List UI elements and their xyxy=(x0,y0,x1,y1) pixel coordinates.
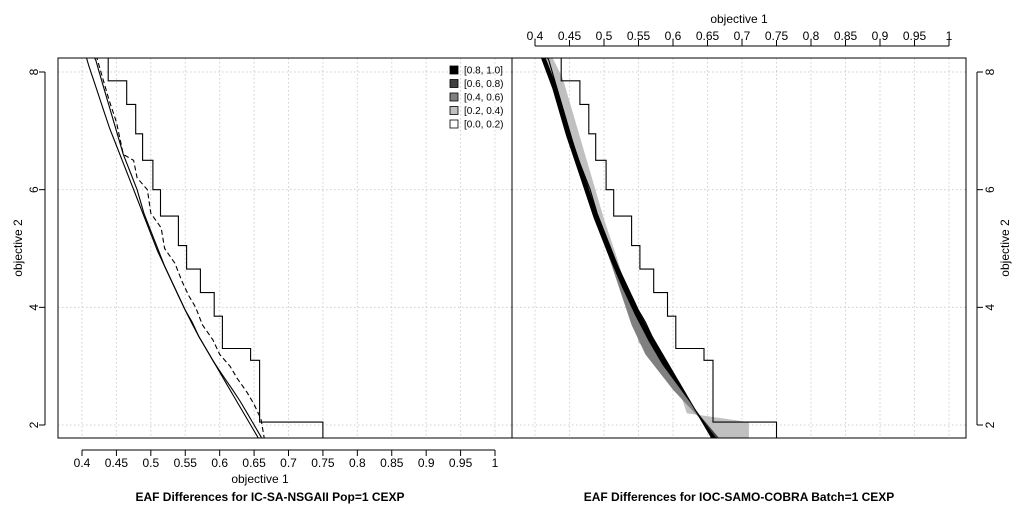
y-tick-label: 8 xyxy=(27,68,41,75)
x-tick-label: 0.95 xyxy=(903,29,927,43)
plot-frame xyxy=(511,57,967,439)
x-tick-label: 0.9 xyxy=(418,456,435,470)
y-tick-label: 6 xyxy=(983,186,997,193)
x-tick-label: 0.45 xyxy=(558,29,582,43)
x-tick-label: 0.45 xyxy=(105,456,129,470)
x-tick-label: 0.4 xyxy=(74,456,91,470)
x-tick-label: 0.8 xyxy=(349,456,366,470)
attainment-surface-1 xyxy=(546,58,713,438)
x-tick-label: 0.75 xyxy=(765,29,789,43)
y-axis-title: objective 2 xyxy=(998,219,1012,277)
attainment-surface-1 xyxy=(93,58,259,438)
legend-swatch xyxy=(449,106,459,115)
plot-area xyxy=(85,58,324,438)
plot-area xyxy=(540,58,778,438)
x-tick-label: 0.55 xyxy=(627,29,651,43)
x-tick-label: 0.6 xyxy=(211,456,228,470)
x-tick-label: 0.9 xyxy=(872,29,889,43)
y-tick-label: 4 xyxy=(27,304,41,311)
eaf-band-3 xyxy=(540,58,716,438)
x-tick-label: 0.6 xyxy=(665,29,682,43)
legend-label: [0.2, 0.4) xyxy=(464,106,503,117)
x-tick-label: 0.65 xyxy=(696,29,720,43)
x-tick-label: 0.65 xyxy=(242,456,266,470)
x-tick-label: 0.55 xyxy=(174,456,198,470)
x-tick-label: 0.75 xyxy=(311,456,335,470)
legend: [0.8, 1.0] [0.6, 0.8) [0.4, 0.6) [0.2, 0.4)… xyxy=(449,65,503,131)
chart-caption: EAF Differences for IOC-SAMO-COBRA Batch… xyxy=(584,490,895,504)
x-tick-label: 0.4 xyxy=(527,29,544,43)
legend-swatch xyxy=(449,119,459,129)
x-tick-label: 0.5 xyxy=(142,456,159,470)
attainment-surface-3 xyxy=(85,58,263,438)
legend-swatch xyxy=(449,92,459,102)
right-panel: 0.4 0.45 0.5 0.55 0.6 0.65 0.7 0.75 0.8 0.85 0.9 0.… xyxy=(511,12,1012,504)
attainment-surface-0 xyxy=(107,58,324,438)
y-tick-label: 4 xyxy=(983,304,997,311)
y-axis-title: objective 2 xyxy=(11,219,25,277)
x-tick-label: 1 xyxy=(492,456,499,470)
y-tick-label: 2 xyxy=(27,421,41,428)
chart-caption: EAF Differences for IC-SA-NSGAII Pop=1 C… xyxy=(135,490,404,504)
legend-label: [0.4, 0.6) xyxy=(464,93,503,104)
x-tick-label: 0.85 xyxy=(380,456,404,470)
x-tick-label: 0.95 xyxy=(449,456,473,470)
legend-label: [0.0, 0.2) xyxy=(464,120,503,131)
eaf-band-0 xyxy=(545,58,749,438)
x-axis-title: objective 1 xyxy=(710,12,768,26)
x-tick-label: 0.5 xyxy=(596,29,613,43)
attainment-surface-0 xyxy=(560,58,778,438)
legend-swatch xyxy=(449,79,459,88)
y-tick-label: 8 xyxy=(983,68,997,75)
x-tick-label: 1 xyxy=(946,29,953,43)
x-tick-label: 0.8 xyxy=(803,29,820,43)
legend-label: [0.8, 1.0] xyxy=(464,66,503,77)
x-axis-title: objective 1 xyxy=(231,472,289,486)
plot-frame xyxy=(57,57,513,439)
x-tick-label: 0.85 xyxy=(834,29,858,43)
legend-swatch xyxy=(449,65,459,75)
legend-label: [0.6, 0.8) xyxy=(464,79,503,90)
left-panel: 0.4 0.45 0.5 0.55 0.6 0.65 0.7 0.75 0.8 0.85 0.9 0.… xyxy=(11,57,513,504)
x-tick-label: 0.7 xyxy=(734,29,751,43)
y-tick-label: 2 xyxy=(983,421,997,428)
y-tick-label: 6 xyxy=(27,186,41,193)
x-tick-label: 0.7 xyxy=(280,456,297,470)
